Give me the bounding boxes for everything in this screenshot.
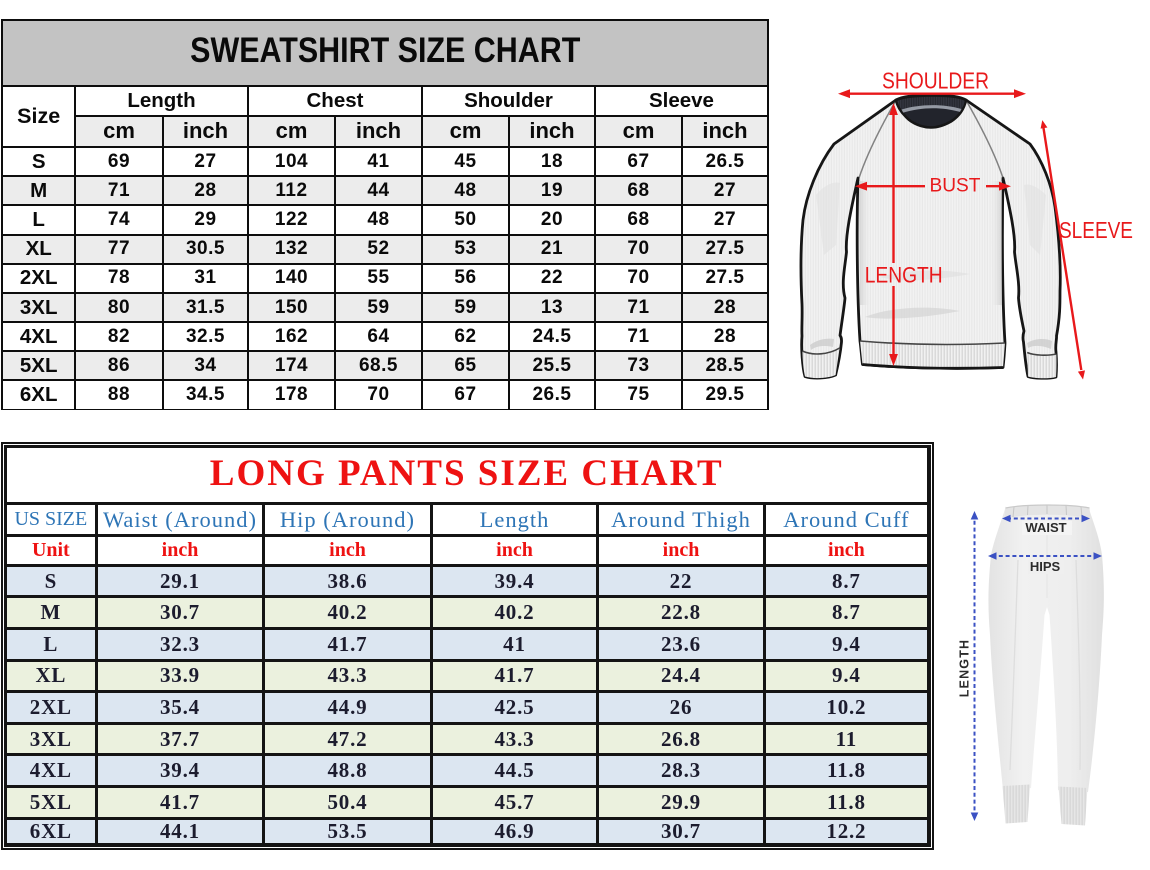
- svg-text:BUST: BUST: [930, 175, 981, 197]
- svg-text:LENGTH: LENGTH: [958, 639, 972, 698]
- svg-text:SLEEVE: SLEEVE: [1059, 217, 1133, 243]
- svg-text:WAIST: WAIST: [1025, 520, 1066, 535]
- svg-text:HIPS: HIPS: [1030, 559, 1061, 574]
- svg-text:SHOULDER: SHOULDER: [882, 68, 989, 94]
- svg-text:LENGTH: LENGTH: [865, 263, 943, 288]
